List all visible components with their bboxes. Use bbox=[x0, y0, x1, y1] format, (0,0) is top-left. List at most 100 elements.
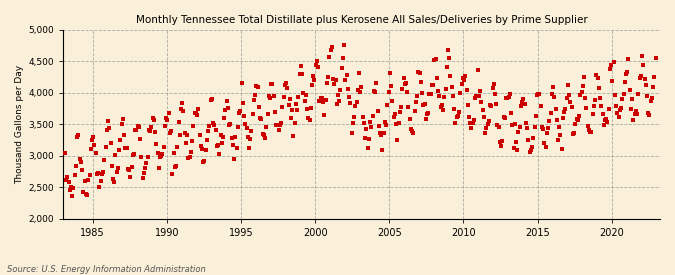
Point bbox=[146, 125, 157, 130]
Point bbox=[385, 71, 396, 75]
Point bbox=[597, 112, 608, 117]
Point bbox=[227, 143, 238, 147]
Point bbox=[427, 83, 437, 87]
Point bbox=[520, 121, 531, 125]
Point bbox=[485, 103, 495, 107]
Point bbox=[286, 116, 296, 120]
Point bbox=[272, 122, 283, 127]
Point bbox=[219, 116, 230, 120]
Point bbox=[491, 102, 502, 107]
Point bbox=[209, 123, 220, 128]
Point bbox=[487, 86, 498, 90]
Point bbox=[383, 90, 394, 95]
Point bbox=[336, 66, 347, 70]
Point bbox=[633, 92, 644, 96]
Point bbox=[616, 106, 626, 110]
Point bbox=[571, 117, 582, 121]
Point bbox=[379, 120, 390, 124]
Point bbox=[412, 94, 423, 99]
Point bbox=[266, 81, 277, 86]
Point bbox=[342, 87, 353, 92]
Point bbox=[400, 81, 411, 85]
Point bbox=[637, 54, 647, 58]
Point bbox=[129, 152, 140, 156]
Point bbox=[268, 94, 279, 98]
Point bbox=[251, 84, 262, 88]
Point bbox=[130, 128, 140, 133]
Point bbox=[189, 111, 200, 115]
Point bbox=[65, 185, 76, 189]
Point bbox=[77, 168, 88, 172]
Point bbox=[489, 92, 500, 96]
Point bbox=[202, 128, 213, 133]
Point bbox=[321, 81, 332, 85]
Point bbox=[300, 93, 311, 97]
Point bbox=[367, 114, 378, 118]
Point bbox=[628, 117, 639, 122]
Point bbox=[424, 92, 435, 97]
Point bbox=[455, 91, 466, 95]
Point bbox=[358, 121, 369, 126]
Point bbox=[315, 96, 326, 100]
Point bbox=[357, 114, 368, 119]
Point bbox=[320, 98, 331, 103]
Point bbox=[188, 124, 198, 128]
Point bbox=[331, 102, 342, 107]
Point bbox=[413, 69, 424, 74]
Point bbox=[349, 115, 360, 120]
Point bbox=[643, 111, 653, 115]
Point bbox=[429, 58, 440, 62]
Point bbox=[532, 92, 543, 97]
Point bbox=[370, 90, 381, 94]
Point bbox=[596, 104, 607, 108]
Point bbox=[551, 118, 562, 122]
Point bbox=[630, 109, 641, 114]
Point bbox=[558, 116, 568, 121]
Point bbox=[540, 145, 551, 149]
Point bbox=[452, 114, 462, 119]
Point bbox=[468, 118, 479, 122]
Point bbox=[345, 101, 356, 106]
Point bbox=[176, 106, 186, 111]
Point bbox=[355, 89, 366, 94]
Point bbox=[183, 156, 194, 160]
Point bbox=[585, 130, 595, 135]
Point bbox=[603, 107, 614, 111]
Point bbox=[360, 136, 371, 140]
Point bbox=[476, 100, 487, 104]
Point bbox=[566, 105, 577, 109]
Point bbox=[207, 97, 217, 101]
Point bbox=[428, 83, 439, 87]
Point bbox=[79, 179, 90, 183]
Point bbox=[335, 87, 346, 92]
Point bbox=[72, 135, 82, 139]
Point bbox=[64, 188, 75, 192]
Point bbox=[403, 104, 414, 109]
Point bbox=[124, 167, 134, 172]
Point bbox=[312, 59, 323, 63]
Point bbox=[529, 125, 540, 129]
Point bbox=[381, 123, 392, 128]
Point bbox=[78, 190, 88, 194]
Point bbox=[294, 72, 305, 77]
Point bbox=[117, 117, 128, 122]
Point bbox=[165, 131, 176, 136]
Point bbox=[396, 104, 406, 109]
Point bbox=[440, 87, 451, 91]
Point bbox=[437, 108, 448, 112]
Point bbox=[627, 97, 638, 101]
Point bbox=[456, 82, 467, 86]
Point bbox=[472, 68, 483, 73]
Point bbox=[225, 122, 236, 126]
Point bbox=[388, 114, 399, 119]
Point bbox=[437, 103, 448, 107]
Point bbox=[303, 116, 314, 120]
Point bbox=[339, 43, 350, 47]
Point bbox=[122, 146, 132, 150]
Point bbox=[240, 122, 250, 126]
Point bbox=[90, 150, 101, 155]
Point bbox=[177, 101, 188, 105]
Point bbox=[107, 164, 117, 168]
Point bbox=[560, 107, 571, 111]
Point bbox=[230, 134, 241, 139]
